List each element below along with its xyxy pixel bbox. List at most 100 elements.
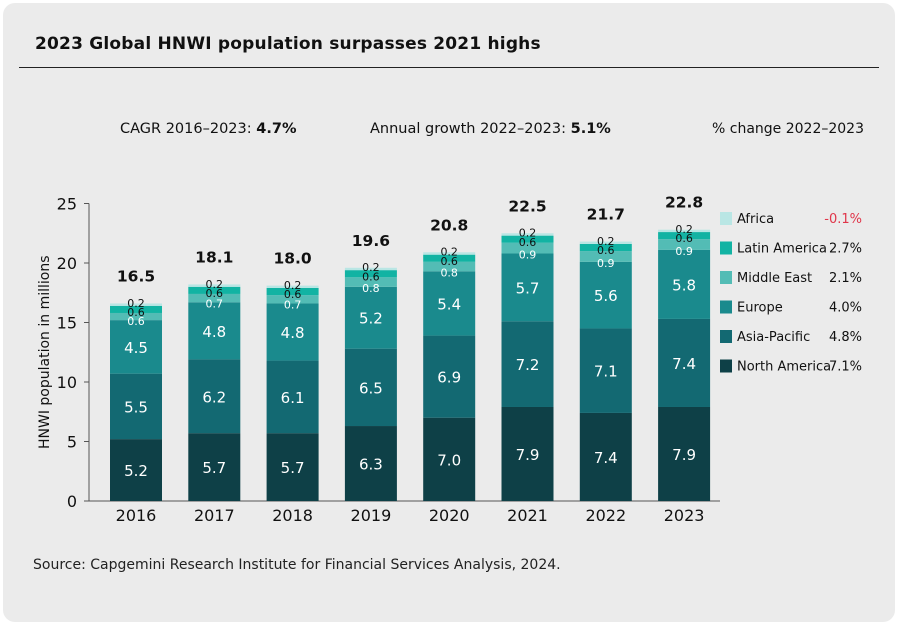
segment-value-label: 7.0 bbox=[437, 451, 461, 469]
x-tick-label: 2019 bbox=[351, 506, 392, 525]
segment-value-label: 5.7 bbox=[281, 459, 305, 477]
bar-total-label: 22.8 bbox=[665, 194, 703, 212]
segment-value-label: 0.6 bbox=[127, 306, 145, 319]
bar-segment-europe bbox=[423, 271, 476, 336]
bar-segment-north-america bbox=[188, 433, 241, 501]
segment-value-label: 0.2 bbox=[440, 246, 458, 259]
bar-total-label: 20.8 bbox=[430, 216, 468, 234]
legend-pct-change: 2.1% bbox=[829, 271, 862, 286]
bar-segment-africa bbox=[579, 241, 632, 244]
segment-value-label: 5.7 bbox=[202, 459, 226, 477]
segment-value-label: 7.2 bbox=[516, 356, 540, 374]
bar-segment-north-america bbox=[266, 433, 319, 501]
segment-value-label: 0.8 bbox=[362, 282, 380, 295]
segment-value-label: 6.9 bbox=[437, 369, 461, 387]
legend-label: Middle East bbox=[737, 271, 812, 286]
legend-pct-change: 4.0% bbox=[829, 301, 862, 316]
segment-value-label: 0.2 bbox=[362, 261, 380, 274]
y-axis-title: HNWI population in millions bbox=[37, 255, 53, 449]
segment-value-label: 0.6 bbox=[597, 244, 615, 257]
bar-segment-asia-pacific bbox=[579, 328, 632, 413]
x-tick-label: 2017 bbox=[194, 506, 235, 525]
y-tick-label: 25 bbox=[57, 195, 77, 214]
segment-value-label: 0.2 bbox=[206, 278, 224, 291]
segment-value-label: 5.2 bbox=[124, 462, 148, 480]
legend-pct-change: 7.1% bbox=[829, 360, 862, 375]
segment-value-label: 0.6 bbox=[519, 236, 537, 249]
title-divider bbox=[19, 67, 879, 68]
segment-value-label: 6.2 bbox=[202, 388, 226, 406]
legend-label: Africa bbox=[737, 212, 774, 227]
legend-swatch bbox=[720, 330, 732, 343]
segment-value-label: 7.1 bbox=[594, 363, 618, 381]
bar-segment-north-america bbox=[344, 426, 397, 501]
x-tick-label: 2023 bbox=[664, 506, 705, 525]
bar-total-label: 19.6 bbox=[352, 232, 390, 250]
segment-value-label: 5.2 bbox=[359, 310, 383, 328]
bar-segment-asia-pacific bbox=[501, 321, 554, 407]
cagr-value: 4.7% bbox=[256, 121, 297, 137]
bar-segment-middle-east bbox=[501, 242, 554, 254]
bar-segment-asia-pacific bbox=[344, 348, 397, 427]
bar-total-label: 18.0 bbox=[273, 250, 311, 268]
segment-value-label: 4.8 bbox=[202, 323, 226, 341]
legend-label: Europe bbox=[737, 301, 783, 316]
bar-segment-africa bbox=[658, 229, 711, 233]
legend-swatch bbox=[720, 359, 732, 373]
segment-value-label: 0.9 bbox=[519, 248, 537, 261]
bar-segment-africa bbox=[188, 284, 241, 287]
bar-segment-north-america bbox=[579, 412, 632, 501]
segment-value-label: 0.8 bbox=[440, 266, 458, 279]
segment-value-label: 4.8 bbox=[281, 324, 305, 342]
segment-value-label: 0.2 bbox=[284, 279, 302, 292]
y-tick-label: 15 bbox=[57, 314, 77, 333]
x-tick-label: 2018 bbox=[272, 506, 313, 525]
x-tick-label: 2022 bbox=[585, 506, 626, 525]
segment-value-label: 0.6 bbox=[362, 270, 380, 283]
legend-label: Asia-Pacific bbox=[737, 330, 810, 345]
y-tick-label: 5 bbox=[67, 433, 77, 452]
bar-segment-asia-pacific bbox=[658, 318, 711, 407]
legend-swatch bbox=[720, 212, 732, 225]
x-tick-label: 2021 bbox=[507, 506, 548, 525]
bar-segment-middle-east bbox=[266, 295, 319, 304]
bar-segment-asia-pacific bbox=[110, 373, 162, 440]
segment-value-label: 0.7 bbox=[284, 298, 302, 311]
bar-segment-latin-america bbox=[110, 305, 162, 313]
bar-segment-asia-pacific bbox=[423, 335, 476, 418]
legend-pct-change: -0.1% bbox=[824, 212, 862, 227]
segment-value-label: 0.6 bbox=[127, 315, 145, 328]
bar-total-label: 16.5 bbox=[117, 267, 155, 285]
bar-segment-north-america bbox=[423, 417, 476, 501]
segment-value-label: 5.8 bbox=[672, 276, 696, 294]
segment-value-label: 0.2 bbox=[127, 297, 145, 310]
segment-value-label: 0.7 bbox=[206, 297, 224, 310]
segment-value-label: 7.4 bbox=[672, 355, 696, 373]
segment-value-label: 5.4 bbox=[437, 295, 461, 313]
bar-segment-middle-east bbox=[423, 261, 476, 272]
segment-value-label: 6.5 bbox=[359, 379, 383, 397]
bar-segment-latin-america bbox=[579, 243, 632, 252]
bar-segment-middle-east bbox=[579, 251, 632, 262]
legend-swatch bbox=[720, 271, 732, 284]
y-tick-label: 10 bbox=[57, 373, 77, 392]
bar-segment-africa bbox=[344, 267, 397, 271]
bar-segment-latin-america bbox=[658, 232, 711, 240]
segment-value-label: 0.6 bbox=[675, 232, 693, 245]
bar-segment-europe bbox=[188, 302, 241, 360]
bar-segment-middle-east bbox=[344, 277, 397, 287]
cagr-label: CAGR 2016–2023: bbox=[120, 121, 257, 137]
growth-note: Annual growth 2022–2023: 5.1% bbox=[370, 121, 611, 137]
bar-segment-asia-pacific bbox=[188, 359, 241, 434]
bar-segment-africa bbox=[501, 233, 554, 236]
segment-value-label: 0.9 bbox=[675, 245, 693, 258]
growth-label: Annual growth 2022–2023: bbox=[370, 121, 571, 137]
segment-value-label: 7.9 bbox=[516, 446, 540, 464]
bar-segment-europe bbox=[658, 249, 711, 319]
segment-value-label: 0.6 bbox=[284, 288, 302, 301]
bar-segment-latin-america bbox=[501, 235, 554, 243]
legend-swatch bbox=[720, 241, 732, 255]
legend-pct-change: 4.8% bbox=[829, 330, 862, 345]
bar-segment-africa bbox=[266, 285, 319, 288]
